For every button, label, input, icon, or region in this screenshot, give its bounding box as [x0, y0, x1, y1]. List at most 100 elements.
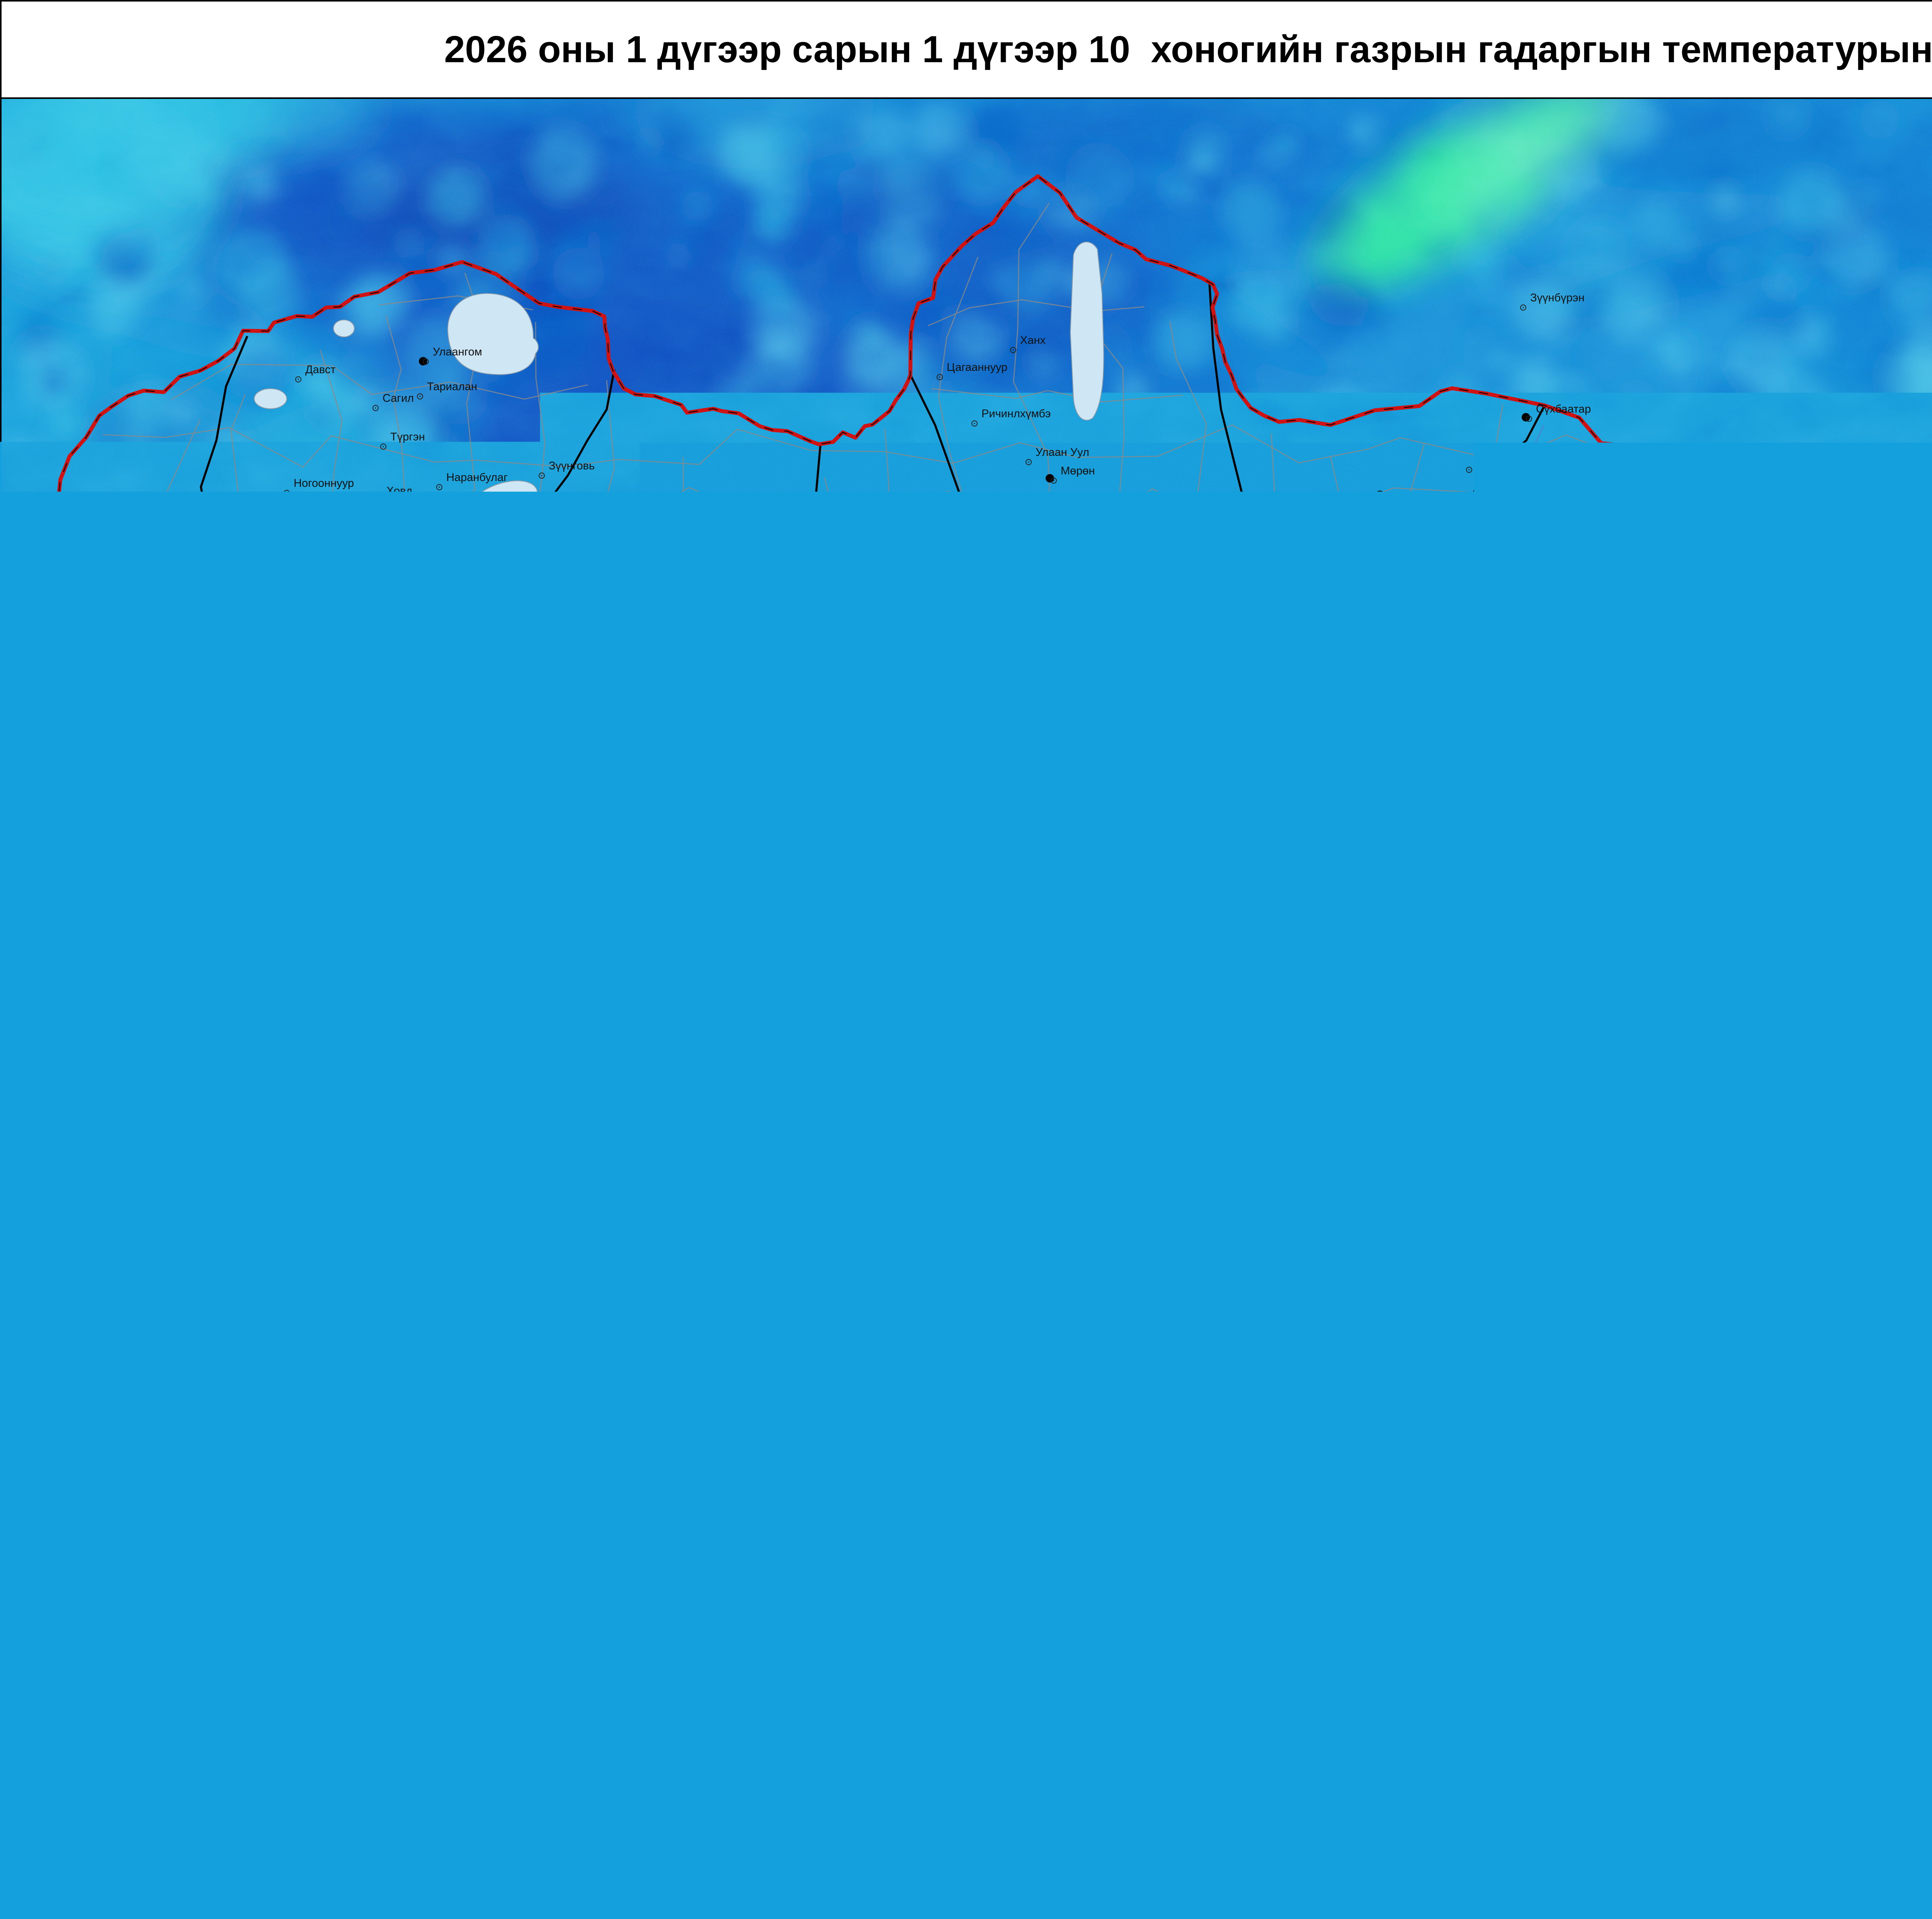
svg-text:Даланжаргалан: Даланжаргалан: [1731, 1169, 1813, 1181]
svg-text:Ханбогд: Ханбогд: [1534, 1292, 1577, 1305]
svg-text:Сүмбэр: Сүмбэр: [1721, 867, 1761, 879]
svg-text:Номгон: Номгон: [1488, 1335, 1526, 1347]
svg-text:Түргэн: Түргэн: [390, 431, 425, 443]
svg-text:Наранбулаг: Наранбулаг: [446, 471, 508, 484]
svg-text:Дэлгэрэх: Дэлгэрэх: [1893, 918, 1932, 930]
svg-text:Мөнххайрхан: Мөнххайрхан: [448, 794, 517, 806]
svg-text:Ханх: Ханх: [1020, 334, 1046, 347]
svg-text:Налайх: Налайх: [1619, 705, 1658, 717]
svg-text:Алдархаан: Алдархаан: [765, 717, 822, 729]
svg-text:Гурвантэс: Гурвантэс: [1113, 1219, 1165, 1231]
svg-text:Баянлиг: Баянлиг: [1151, 1126, 1194, 1139]
svg-text:Сэврэй: Сэврэй: [1275, 1258, 1313, 1270]
svg-text:Шарга: Шарга: [835, 902, 868, 914]
svg-text:Цагаан Үүр: Цагаан Үүр: [1198, 512, 1256, 524]
svg-text:Есөнбулаг: Есөнбулаг: [630, 831, 684, 843]
svg-text:Сайхандулаан: Сайхандулаан: [1843, 1026, 1919, 1038]
svg-text:Цагаанчулуут: Цагаанчулуут: [927, 755, 999, 768]
svg-text:Сэлэнгэ: Сэлэнгэ: [1376, 489, 1417, 501]
svg-text:Сүхбаатар: Сүхбаатар: [1536, 403, 1591, 415]
svg-text:Цагааннуур: Цагааннуур: [1476, 454, 1537, 466]
svg-text:Улаанхус: Улаанхус: [216, 547, 265, 559]
svg-text:Хушаат: Хушаат: [1441, 527, 1480, 540]
svg-text:Цэцэг: Цэцэг: [634, 871, 664, 884]
svg-text:Баянгол: Баянгол: [1121, 956, 1163, 969]
svg-text:Өлзийт: Өлзийт: [1507, 1149, 1545, 1162]
svg-text:Дэлгэрхаан: Дэлгэрхаан: [1638, 821, 1698, 833]
svg-text:Жинст: Жинст: [889, 1053, 922, 1065]
svg-text:Гурвансайхан: Гурвансайхан: [1565, 1072, 1636, 1084]
svg-text:Цагааннуур: Цагааннуур: [947, 361, 1007, 374]
svg-text:Хатанбулаг: Хатанбулаг: [1727, 1269, 1786, 1282]
svg-text:Цэцэрлэг: Цэцэрлэг: [792, 551, 840, 563]
svg-text:Их Тамир: Их Тамир: [1005, 717, 1054, 729]
svg-text:Дархан: Дархан: [1513, 495, 1551, 507]
svg-text:Булган: Булган: [1325, 565, 1361, 578]
svg-text:Дөргөн: Дөргөн: [506, 643, 543, 656]
svg-text:Дэлгэр: Дэлгэр: [958, 836, 994, 849]
svg-text:Цэнгэл: Цэнгэл: [174, 566, 210, 578]
svg-text:Зэрэг: Зэрэг: [541, 794, 570, 806]
svg-text:Тайшир: Тайшир: [811, 786, 852, 799]
svg-text:Тэшиг: Тэшиг: [1298, 520, 1330, 532]
svg-text:Улаанбадрах: Улаанбадрах: [1917, 1277, 1932, 1289]
svg-text:Хужирт: Хужирт: [1151, 782, 1189, 795]
svg-text:Бугат: Бугат: [305, 595, 333, 607]
svg-text:Луус: Луус: [1476, 1026, 1500, 1038]
svg-text:Зүүнговь: Зүүнговь: [549, 460, 595, 472]
svg-text:Дарви: Дарви: [611, 817, 643, 829]
svg-text:Манхан: Манхан: [469, 728, 509, 741]
svg-text:Арвайхээр: Арвайхээр: [1254, 881, 1309, 893]
svg-text:Гурванбулаг: Гурванбулаг: [1422, 736, 1486, 748]
svg-text:Гучин Ус: Гучин Ус: [1198, 987, 1242, 999]
svg-text:Хяргас: Хяргас: [545, 516, 580, 528]
svg-text:Зүүнбүрэн: Зүүнбүрэн: [1530, 292, 1585, 304]
svg-text:Давст: Давст: [305, 364, 336, 376]
svg-text:Баянтал: Баянтал: [1785, 863, 1829, 876]
svg-text:Баян Овоо: Баян Овоо: [1437, 1242, 1493, 1254]
svg-text:Жаргалант: Жаргалант: [398, 578, 455, 590]
svg-text:Малчин: Малчин: [498, 506, 539, 518]
svg-text:Их Уул: Их Уул: [831, 616, 867, 629]
svg-text:Ховд: Ховд: [433, 655, 459, 667]
svg-text:Тариалан: Тариалан: [427, 381, 477, 393]
svg-text:Эрдэнэбулган: Эрдэнэбулган: [1150, 730, 1222, 743]
svg-text:Гурвантэс: Гурвантэс: [1206, 1296, 1257, 1309]
svg-text:Улаангом: Улаангом: [433, 346, 482, 358]
svg-text:Мандал: Мандал: [1747, 593, 1788, 605]
svg-text:Хэрлэн: Хэрлэн: [1907, 741, 1932, 753]
svg-text:Тарагт: Тарагт: [1206, 813, 1240, 826]
svg-text:Цагаан Уул: Цагаан Уул: [958, 539, 1018, 551]
svg-text:Толбо: Толбо: [344, 701, 375, 714]
svg-text:Алтанцөгц: Алтанцөгц: [313, 566, 367, 578]
svg-text:Хотонт: Хотонт: [1109, 697, 1145, 710]
svg-text:Өмнөговь: Өмнөговь: [433, 500, 483, 513]
svg-text:Шарынгол: Шарынгол: [1681, 524, 1734, 536]
svg-text:Төмөрбулаг: Төмөрбулаг: [889, 578, 951, 590]
svg-text:Даланзадгад: Даланзадгад: [1391, 1208, 1458, 1220]
svg-text:Ховд: Ховд: [386, 485, 412, 497]
svg-text:Сайншанд: Сайншанд: [1882, 1142, 1932, 1154]
svg-text:Сонгино: Сонгино: [734, 585, 777, 598]
svg-text:Мөст: Мөст: [591, 759, 617, 772]
svg-text:Сайхан Овоо: Сайхан Овоо: [1422, 1072, 1491, 1084]
svg-text:Шинэжинст: Шинэжинст: [1036, 1142, 1095, 1154]
svg-text:Баянжаргалан: Баянжаргалан: [1723, 755, 1798, 768]
svg-text:Улаан Уул: Улаан Уул: [1036, 446, 1089, 459]
svg-text:Цогтцэций: Цогтцэций: [1399, 1265, 1454, 1278]
svg-text:Ноён: Ноён: [1302, 1312, 1329, 1324]
svg-text:Хишиг Өндөр: Хишиг Өндөр: [1306, 744, 1376, 756]
svg-text:Ногооннуур: Ногооннуур: [294, 477, 354, 490]
svg-text:Тонхил: Тонхил: [701, 902, 738, 914]
svg-text:Сагил: Сагил: [383, 392, 414, 405]
svg-text:Буянт: Буянт: [456, 686, 486, 698]
svg-text:Чандмань Өндөр: Чандмань Өндөр: [1121, 570, 1210, 582]
svg-text:Мөрөн: Мөрөн: [1061, 465, 1095, 477]
svg-text:Эрдэнэ: Эрдэнэ: [1669, 732, 1708, 744]
svg-text:Богд: Богд: [997, 925, 1020, 938]
svg-text:Алтай: Алтай: [247, 705, 279, 717]
svg-text:Шаамар: Шаамар: [1584, 469, 1627, 482]
svg-text:Буянт: Буянт: [282, 632, 312, 644]
svg-text:Богд: Богд: [958, 1003, 982, 1015]
svg-text:Айраг: Айраг: [1785, 1091, 1815, 1104]
